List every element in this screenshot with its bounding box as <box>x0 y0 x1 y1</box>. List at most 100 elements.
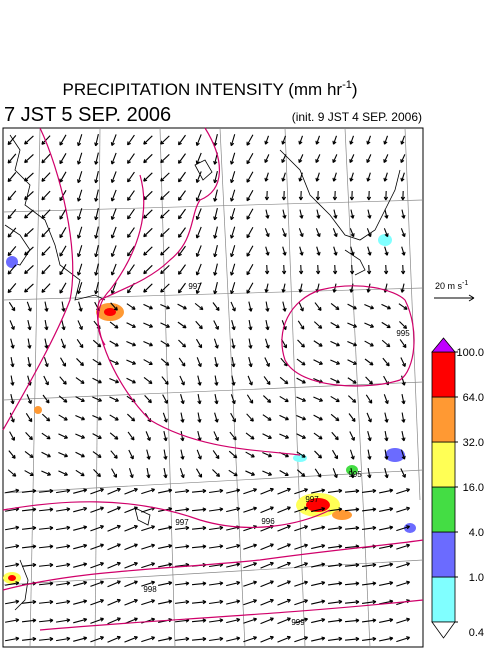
wind-arrow <box>162 394 168 404</box>
wind-arrow <box>8 450 16 459</box>
wind-arrow <box>367 246 372 256</box>
wind-arrow <box>379 525 394 531</box>
wind-arrow <box>178 357 186 367</box>
wind-arrow <box>160 227 170 238</box>
wind-arrow <box>265 301 270 312</box>
wind-arrow <box>191 488 207 494</box>
wind-arrow <box>43 357 49 368</box>
map-area: 997 995 995 997 996 997 998 999 <box>2 127 424 648</box>
wind-arrow <box>400 154 406 164</box>
wind-scale-head <box>468 294 475 302</box>
wind-arrow <box>311 599 326 605</box>
wind-arrow <box>401 393 406 405</box>
wind-arrow <box>314 468 322 478</box>
wind-arrow <box>333 209 338 219</box>
wind-arrow <box>208 636 224 642</box>
wind-arrow <box>330 395 340 403</box>
wind-arrow <box>262 395 272 403</box>
wind-arrow <box>26 394 32 405</box>
wind-arrow <box>366 172 371 182</box>
isobar-labels: 997 995 995 997 996 997 998 999 <box>143 282 410 627</box>
wind-arrow <box>177 321 187 329</box>
wind-arrow <box>264 172 269 182</box>
wind-arrow <box>41 413 51 422</box>
wind-arrow <box>59 264 67 276</box>
wind-arrow <box>145 431 151 442</box>
wind-arrow <box>379 507 394 512</box>
wind-arrow <box>107 561 121 569</box>
wind-arrow <box>163 431 168 442</box>
isobars <box>2 127 424 631</box>
wind-arrow <box>174 544 190 549</box>
wind-arrow <box>21 562 37 568</box>
wind-arrow <box>195 171 202 183</box>
wind-arrow <box>311 562 326 568</box>
wind-arrow <box>243 580 258 587</box>
wind-arrow <box>143 153 153 164</box>
wind-arrow <box>127 134 135 146</box>
wind-arrow <box>179 375 185 386</box>
wind-arrow <box>315 190 321 201</box>
wind-arrow <box>56 525 71 531</box>
wind-arrow <box>401 209 406 219</box>
wind-arrow <box>366 412 372 423</box>
wind-arrow <box>24 228 34 238</box>
wind-arrow <box>94 263 99 276</box>
wind-arrow <box>313 321 323 329</box>
wind-arrow <box>260 598 274 606</box>
wind-arrow <box>349 264 355 275</box>
wind-arrow <box>327 636 343 642</box>
wind-arrow <box>246 263 254 276</box>
wind-arrow <box>212 450 220 460</box>
wind-arrow <box>333 246 338 256</box>
wind-arrow <box>361 525 377 531</box>
wind-arrow <box>264 154 270 164</box>
wind-arrow <box>110 450 118 459</box>
wind-arrow <box>294 506 309 513</box>
wind-arrow <box>197 375 202 386</box>
wind-arrow <box>400 449 406 460</box>
wind-arrow <box>347 395 357 403</box>
wind-arrow <box>94 152 99 165</box>
wind-arrow <box>383 190 389 201</box>
wind-arrow <box>231 356 236 368</box>
wind-arrow <box>315 228 321 238</box>
wind-arrow <box>311 580 326 587</box>
wind-arrow <box>59 245 67 257</box>
wind-arrow <box>191 525 207 531</box>
wind-arrow <box>7 246 17 257</box>
wind-arrow <box>5 581 20 586</box>
wind-arrow <box>297 320 305 330</box>
wind-arrow <box>231 375 236 386</box>
wind-arrow <box>246 226 254 239</box>
wind-arrow <box>158 544 173 549</box>
wind-arrow <box>194 302 204 311</box>
wind-arrow <box>143 283 153 293</box>
wind-arrow <box>281 264 287 275</box>
wind-arrow <box>277 506 291 514</box>
wind-arrow <box>90 580 104 587</box>
wind-arrow <box>230 301 236 312</box>
wind-arrow <box>265 319 270 331</box>
wind-arrow <box>281 135 287 145</box>
wind-arrow <box>381 303 391 310</box>
wind-arrow <box>349 154 355 164</box>
wind-arrow <box>330 359 341 365</box>
wind-arrow <box>158 562 173 568</box>
wind-arrow <box>361 562 377 568</box>
wind-arrow <box>158 636 173 642</box>
wind-arrow <box>73 562 88 568</box>
isobar-label: 997 <box>305 495 319 504</box>
wind-arrow <box>260 487 274 495</box>
wind-arrow <box>311 617 326 624</box>
wind-arrow <box>296 396 307 402</box>
wind-arrow <box>143 172 153 182</box>
wind-arrow <box>344 636 360 642</box>
wind-arrow <box>38 544 54 549</box>
wind-arrow <box>294 599 309 606</box>
wind-arrow <box>38 562 54 568</box>
wind-arrow <box>124 561 138 569</box>
wind-arrow <box>109 432 119 440</box>
wind-arrow <box>230 226 236 239</box>
wind-arrow <box>161 376 169 385</box>
